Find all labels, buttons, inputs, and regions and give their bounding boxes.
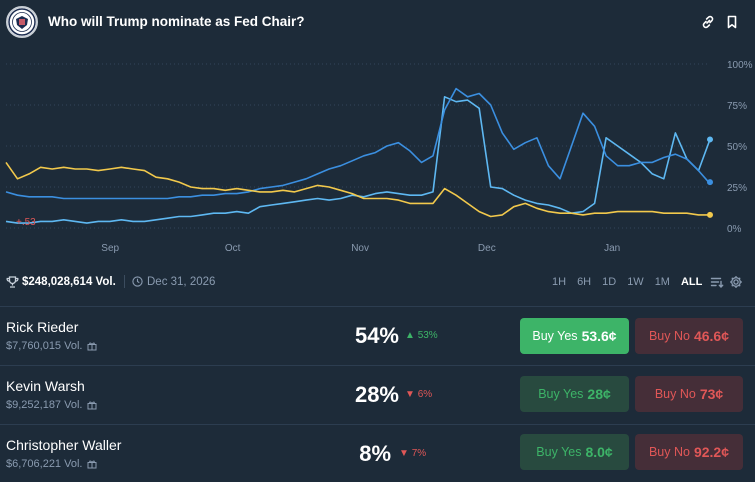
x-tick-label: Jan [604,243,620,254]
outcome-volume: $9,252,187 Vol. [6,399,83,411]
total-volume: $248,028,614 Vol. [22,276,116,288]
outcome-name: Kevin Warsh [6,378,85,394]
buy-no-label: Buy No [648,445,690,459]
buy-yes-price: 8.0¢ [585,444,613,460]
link-icon[interactable] [700,14,716,30]
x-tick-label: Oct [225,243,241,254]
outcome-change-value: 7% [411,448,427,459]
gift-icon [87,459,97,472]
y-tick-label: 0% [727,224,742,235]
bookmark-icon[interactable] [724,14,740,30]
outcome-name: Christopher Waller [6,437,122,453]
outcome-probability: 54% [354,323,399,348]
outcome-volume: $7,760,015 Vol. [6,340,83,352]
outcome-row-kevin-warsh[interactable]: Kevin Warsh $9,252,187 Vol. 28% ▼ 6% Buy… [0,366,755,424]
market-title: Who will Trump nominate as Fed Chair? [48,14,305,29]
x-tick-label: Nov [351,243,369,254]
y-tick-label: 75% [727,101,747,112]
outcome-change: ▲ 53% [405,330,438,341]
market-stats-bar: $248,028,614 Vol. Dec 31, 2026 1H 6H 1D … [0,270,755,294]
range-1w[interactable]: 1W [627,276,644,288]
outcome-probability: 28% [354,382,399,407]
range-6h[interactable]: 6H [577,276,592,288]
buy-no-button[interactable]: Buy No 73¢ [635,376,743,412]
buy-no-price: 92.2¢ [693,444,730,460]
y-tick-label: 50% [727,142,747,153]
buy-no-label: Buy No [648,329,690,343]
buy-no-price: 46.6¢ [693,328,730,344]
outcome-change-value: 6% [417,389,433,400]
down-arrow-icon: ▼ [399,448,409,459]
filter-icon[interactable] [710,275,724,289]
series-end-marker [707,136,713,143]
series-line [5,87,711,200]
range-1h[interactable]: 1H [552,276,567,288]
buy-yes-price: 53.6¢ [581,328,617,344]
price-history-chart[interactable]: 100% 75% 50% 25% 0% Sep Oct Nov Dec Jan +.53 [0,48,755,258]
down-arrow-icon: ▼ [405,389,415,400]
series-line [5,161,710,218]
end-date: Dec 31, 2026 [147,276,216,288]
range-all[interactable]: ALL [680,276,703,288]
market-header: Who will Trump nominate as Fed Chair? [0,0,755,46]
buy-yes-button[interactable]: Buy Yes 28¢ [520,376,629,412]
chart-svg: 100% 75% 50% 25% 0% Sep Oct Nov Dec Jan +.53 [5,60,753,254]
gift-icon [87,400,97,413]
range-1m[interactable]: 1M [654,276,670,288]
range-1d[interactable]: 1D [602,276,617,288]
x-tick-label: Sep [101,243,119,254]
outcome-row-rick-rieder[interactable]: Rick Rieder $7,760,015 Vol. 54% ▲ 53% Bu… [0,307,755,365]
outcome-change: ▼ 7% [399,448,426,459]
buy-yes-label: Buy Yes [536,445,582,459]
gift-icon [87,341,97,354]
outcome-probability: 8% [359,441,391,466]
buy-yes-label: Buy Yes [532,329,578,343]
trophy-icon [6,276,19,291]
y-tick-label: 25% [727,183,747,194]
buy-yes-button[interactable]: Buy Yes 53.6¢ [520,318,629,354]
up-arrow-icon: ▲ [405,330,415,341]
outcome-change-value: 53% [417,330,438,341]
time-range-selector: 1H 6H 1D 1W 1M ALL [552,276,713,288]
outcome-row-christopher-waller[interactable]: Christopher Waller $6,706,221 Vol. 8% ▼ … [0,425,755,482]
series-line [5,95,711,224]
buy-yes-button[interactable]: Buy Yes 8.0¢ [520,434,629,470]
series-end-marker [707,211,713,218]
buy-no-button[interactable]: Buy No 92.2¢ [635,434,743,470]
buy-no-button[interactable]: Buy No 46.6¢ [635,318,743,354]
gear-icon[interactable] [729,275,743,289]
buy-no-label: Buy No [654,387,696,401]
clock-icon [132,276,143,290]
row-divider [0,365,755,366]
chart-annotation: +.53 [16,217,36,228]
x-tick-label: Dec [478,243,496,254]
buy-yes-price: 28¢ [587,386,611,402]
row-divider [0,424,755,425]
stats-separator [124,275,125,288]
row-divider [0,306,755,307]
y-tick-label: 100% [727,60,753,71]
outcome-name: Rick Rieder [6,319,79,335]
outcome-volume: $6,706,221 Vol. [6,458,83,470]
federal-reserve-seal-icon [6,6,38,38]
outcome-change: ▼ 6% [405,389,432,400]
buy-no-price: 73¢ [699,386,724,402]
buy-yes-label: Buy Yes [538,387,584,401]
series-end-marker [707,179,713,186]
